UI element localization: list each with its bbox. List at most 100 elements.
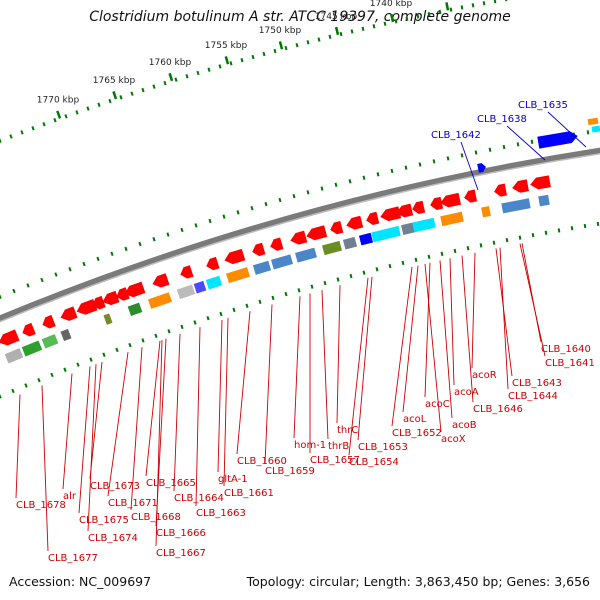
outer-tick xyxy=(75,110,79,115)
label-leader xyxy=(173,333,181,492)
inner-tick-lower xyxy=(323,280,327,286)
label-leader xyxy=(217,319,223,473)
outer-tick xyxy=(0,138,2,143)
gene-label: CLB_1673 xyxy=(90,481,140,492)
inner-tick-upper xyxy=(446,156,450,161)
label-leader xyxy=(195,327,201,507)
gene-arrow xyxy=(412,200,426,214)
gene-arrow xyxy=(494,183,508,197)
kbp-tick-label: 1745 kbp xyxy=(315,12,358,22)
inner-tick-lower xyxy=(414,257,418,263)
domain-box xyxy=(295,247,317,263)
gene-labels: CLB_1640 CLB_1641 acoR CLB_1643 CLB_1644 acoA… xyxy=(15,100,595,564)
gene-label: CLB_1675 xyxy=(79,515,129,526)
blue-label-leader xyxy=(506,125,546,161)
inner-tick-lower xyxy=(557,228,561,233)
major-tick xyxy=(168,72,174,82)
outer-tick xyxy=(119,95,123,100)
outer-tick xyxy=(31,126,35,131)
gene-arrow xyxy=(42,314,56,329)
inner-tick-lower xyxy=(128,342,132,348)
inner-tick-lower xyxy=(102,352,106,357)
gene-label: CLB_1667 xyxy=(156,548,206,559)
outer-tick xyxy=(53,118,57,123)
accession-text: Accession: NC_009697 xyxy=(9,574,152,589)
gene-arrow xyxy=(396,203,414,218)
inner-tick-lower xyxy=(596,221,600,227)
gene-arrow xyxy=(22,322,36,337)
label-leader xyxy=(78,366,91,514)
inner-tick-upper xyxy=(26,283,30,288)
gene-label: CLB_1646 xyxy=(473,404,523,415)
label-leader xyxy=(471,252,476,369)
inner-tick-upper xyxy=(96,256,100,262)
outer-tick xyxy=(361,26,365,32)
inner-tick-lower xyxy=(284,291,288,297)
major-tick xyxy=(112,91,118,100)
label-leader xyxy=(402,265,419,413)
gene-arrow xyxy=(180,265,194,279)
gene-arrow xyxy=(270,237,284,251)
inner-tick-lower xyxy=(583,223,587,229)
outer-tick xyxy=(20,130,24,135)
domain-box xyxy=(591,125,600,133)
outer-tick xyxy=(372,24,376,29)
gene-label-highlighted: CLB_1638 xyxy=(477,114,527,125)
label-leader xyxy=(449,258,455,386)
gene-arrow xyxy=(252,242,266,257)
gene-label: acoA xyxy=(454,387,479,398)
gene-arrow xyxy=(440,192,462,208)
gene-arrow xyxy=(224,248,246,265)
inner-tick-upper xyxy=(236,210,240,215)
gene-label: CLB_1660 xyxy=(237,456,287,467)
outer-tick xyxy=(108,98,112,104)
genome-summary: Topology: circular; Length: 3,863,450 bp… xyxy=(246,574,590,589)
label-leader xyxy=(107,352,129,497)
inner-tick-upper xyxy=(320,186,324,191)
outer-tick xyxy=(471,3,475,8)
inner-tick-upper xyxy=(404,165,408,170)
gene-label: acoC xyxy=(425,399,450,410)
inner-tick-upper xyxy=(12,288,16,294)
label-leader xyxy=(519,243,546,357)
gene-label: thrC xyxy=(337,425,358,436)
gene-arrow xyxy=(464,189,478,203)
inner-tick-upper xyxy=(208,218,212,224)
inner-tick-upper xyxy=(390,168,394,174)
outer-tick xyxy=(185,74,189,79)
label-leader xyxy=(145,340,161,477)
inner-tick-lower xyxy=(388,263,392,269)
gene-label: gltA-1 xyxy=(218,474,248,485)
label-leader xyxy=(15,394,21,499)
inner-tick-upper xyxy=(180,227,184,233)
gene-arrow xyxy=(512,179,529,193)
highlighted-gene-arrow xyxy=(477,163,486,173)
gene-label-highlighted: CLB_1635 xyxy=(518,100,568,111)
domain-box xyxy=(342,236,358,250)
inner-tick-upper xyxy=(110,251,114,257)
inner-tick-lower xyxy=(401,260,405,266)
outer-tick xyxy=(97,102,101,107)
major-tick xyxy=(445,2,450,11)
domain-box xyxy=(193,280,207,294)
label-leader xyxy=(41,385,49,552)
domain-box xyxy=(252,260,272,275)
label-leader xyxy=(264,304,273,465)
gene-label: CLB_1641 xyxy=(545,358,595,369)
kbp-tick-label: 1765 kbp xyxy=(93,76,136,86)
outer-tick xyxy=(163,80,167,86)
outer-tick xyxy=(284,45,288,51)
gene-arrow xyxy=(530,175,551,190)
inner-tick-upper xyxy=(278,197,282,203)
label-leader xyxy=(439,260,453,419)
kbp-tick-label: 1740 kbp xyxy=(370,0,413,9)
domain-box xyxy=(401,222,415,236)
inner-tick-upper xyxy=(306,190,310,195)
gene-label: CLB_1654 xyxy=(349,457,399,468)
label-leader xyxy=(391,266,413,427)
label-leader xyxy=(461,255,474,403)
outer-tick xyxy=(130,91,134,96)
label-leader xyxy=(223,318,229,487)
gene-arrow xyxy=(152,273,170,288)
